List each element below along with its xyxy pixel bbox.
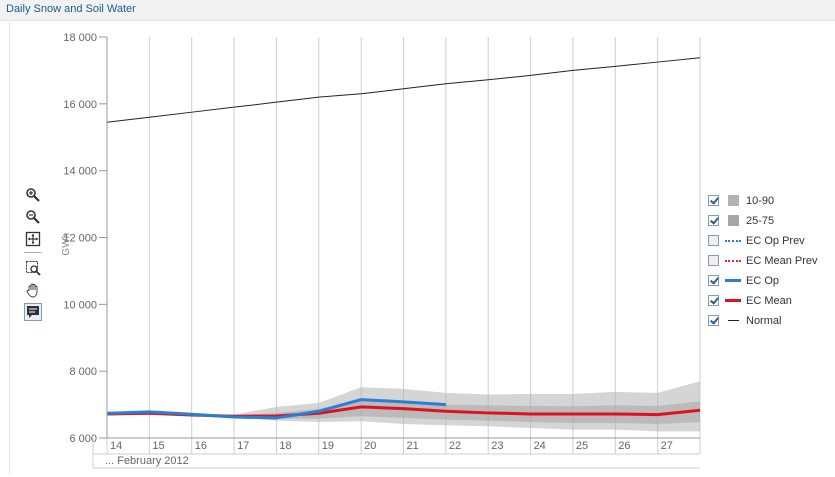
panel-title: Daily Snow and Soil Water <box>6 3 136 15</box>
x-tick-label: 25 <box>576 440 588 452</box>
x-tick-label: 19 <box>322 440 334 452</box>
legend-symbol <box>725 235 741 246</box>
y-tick-label: 18 000 <box>63 32 97 44</box>
y-axis-label: GWh <box>61 233 72 256</box>
x-tick-label: 15 <box>152 440 164 452</box>
zoom-in-icon <box>26 188 40 202</box>
legend-symbol <box>725 195 741 206</box>
legend-item-25-75[interactable]: 25-75 <box>708 212 818 229</box>
x-axis-label: ... February 2012 <box>105 455 189 467</box>
x-tick-label: 21 <box>407 440 419 452</box>
toolbar-separator <box>24 252 42 253</box>
legend-checkbox[interactable] <box>708 295 719 306</box>
legend-checkbox[interactable] <box>708 255 719 266</box>
series-line-ec-op <box>106 398 446 420</box>
legend-checkbox[interactable] <box>708 315 719 326</box>
legend-item-normal[interactable]: Normal <box>708 312 818 329</box>
x-tick-label: 17 <box>237 440 249 452</box>
x-tick-label: 14 <box>110 440 122 452</box>
legend-checkbox[interactable] <box>708 195 719 206</box>
x-tick-label: 20 <box>364 440 376 452</box>
x-tick-label: 22 <box>449 440 461 452</box>
panel-border <box>9 22 10 474</box>
legend-item-ec-mean[interactable]: EC Mean <box>708 292 818 309</box>
legend-label: EC Op Prev <box>746 234 805 247</box>
legend-item-ec-mean-prev[interactable]: EC Mean Prev <box>708 252 818 269</box>
legend-label: EC Mean Prev <box>746 254 818 267</box>
legend-item-ec-op-prev[interactable]: EC Op Prev <box>708 232 818 249</box>
band-25-75 <box>107 399 700 424</box>
pan-hand-icon <box>26 283 38 298</box>
legend-label: Normal <box>746 314 782 327</box>
x-tick-label: 18 <box>279 440 291 452</box>
x-tick-label: 27 <box>661 440 673 452</box>
legend-label: 10-90 <box>746 194 775 207</box>
y-tick-label: 6 000 <box>69 433 97 445</box>
series-line-normal <box>106 57 701 123</box>
legend-symbol <box>725 295 741 306</box>
legend-symbol <box>725 255 741 266</box>
tooltip-icon <box>27 306 39 318</box>
legend-checkbox[interactable] <box>708 275 719 286</box>
y-tick-label: 8 000 <box>69 366 97 378</box>
zoom-fit-icon <box>25 231 41 247</box>
zoom-in-button[interactable] <box>24 186 42 204</box>
zoom-box-button[interactable] <box>24 259 42 277</box>
legend-item-10-90[interactable]: 10-90 <box>708 192 818 209</box>
y-tick-label: 10 000 <box>63 299 97 311</box>
x-tick-label: 23 <box>491 440 503 452</box>
legend-label: EC Mean <box>746 294 792 307</box>
pan-button[interactable] <box>24 281 42 299</box>
y-tick-label: 16 000 <box>63 99 97 111</box>
zoom-out-icon <box>26 210 40 224</box>
legend-item-ec-op[interactable]: EC Op <box>708 272 818 289</box>
legend-symbol <box>725 275 741 286</box>
legend-symbol <box>725 215 741 226</box>
legend-label: EC Op <box>746 274 780 287</box>
y-tick-label: 12 000 <box>63 233 97 245</box>
legend-checkbox[interactable] <box>708 215 719 226</box>
legend-symbol <box>725 315 741 326</box>
x-tick-label: 24 <box>534 440 546 452</box>
chart-legend: 10-90 25-75 EC Op Prev EC Mean Prev EC O… <box>708 192 818 332</box>
zoom-fit-button[interactable] <box>24 230 42 248</box>
tooltip-button[interactable] <box>24 303 42 321</box>
y-tick-label: 14 000 <box>63 166 97 178</box>
zoom-box-icon <box>26 261 41 276</box>
x-tick-label: 16 <box>195 440 207 452</box>
legend-checkbox[interactable] <box>708 235 719 246</box>
legend-label: 25-75 <box>746 214 775 227</box>
x-tick-label: 26 <box>618 440 630 452</box>
panel-header: Daily Snow and Soil Water <box>0 0 835 21</box>
zoom-out-button[interactable] <box>24 208 42 226</box>
chart-toolbar <box>24 186 44 325</box>
